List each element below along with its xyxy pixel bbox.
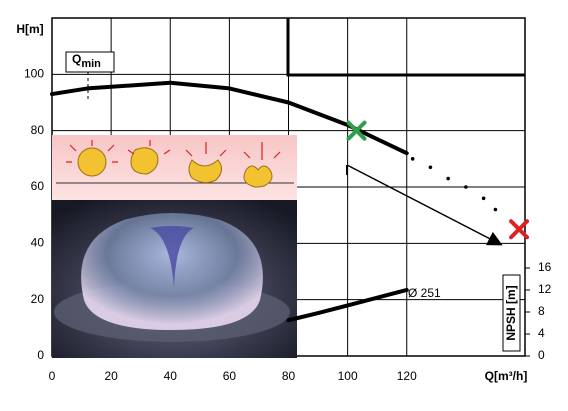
x-axis-label: Q[m³/h] (485, 369, 528, 383)
annotation: Qmin (72, 52, 101, 70)
y2-tick-label: 12 (538, 282, 552, 296)
x-tick-label: 40 (164, 369, 178, 383)
annotation-sub: min (81, 58, 101, 70)
x-tick-label: 60 (223, 369, 237, 383)
curve (286, 287, 409, 323)
annotation: Q (72, 52, 81, 66)
y2-tick-label: 8 (538, 304, 545, 318)
point-marker (509, 219, 530, 240)
curve (50, 80, 409, 156)
y-tick-label: 40 (31, 236, 45, 250)
frame-box (286, 18, 525, 77)
arrow (346, 164, 503, 246)
y-axis-label: H[m] (16, 22, 43, 36)
y-tick-label: 80 (31, 123, 45, 137)
x-tick-label: 120 (397, 369, 417, 383)
curve-dot (464, 185, 468, 189)
y-tick-label: 100 (24, 67, 44, 81)
x-tick-label: 100 (338, 369, 358, 383)
x-tick-label: 20 (104, 369, 118, 383)
y2-axis-label: NPSH [m] (504, 285, 518, 340)
bubble (130, 147, 159, 175)
curve-dot (428, 165, 433, 170)
curve-dot (410, 157, 415, 161)
arrows (66, 140, 281, 163)
y-tick-label: 0 (37, 348, 44, 362)
curve-dot (493, 207, 498, 212)
x-tick-label: 80 (282, 369, 296, 383)
npsh-box (502, 274, 521, 352)
cavitation-inset (52, 135, 297, 200)
bubble (243, 165, 273, 188)
bubble-photo (52, 200, 297, 358)
y2-tick-label: 0 (538, 348, 545, 362)
bubble (81, 213, 263, 330)
bubble (77, 147, 107, 177)
curves (50, 80, 498, 323)
bubble (188, 159, 222, 184)
points (346, 120, 530, 240)
y2-tick-label: 4 (538, 326, 545, 340)
y2-tick-label: 16 (538, 260, 552, 274)
point-marker (346, 120, 367, 141)
y-tick-label: 20 (31, 292, 45, 306)
y-tick-label: 60 (31, 179, 45, 193)
annotation: Ø 251 (408, 286, 441, 300)
qmin-box (65, 51, 115, 73)
x-tick-label: 0 (49, 369, 56, 383)
curve-dot (446, 176, 450, 181)
curve-dot (481, 196, 486, 201)
jet (150, 226, 194, 288)
